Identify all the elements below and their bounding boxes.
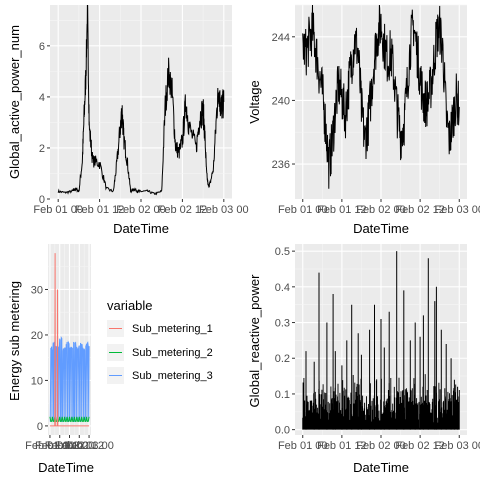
y-tick-label: 0: [37, 421, 43, 433]
y-tick-label: 2: [39, 143, 45, 155]
y-tick-label: 6: [39, 41, 45, 53]
legend-item-sub-metering-1: Sub_metering_1: [107, 320, 213, 337]
x-tick-label: Feb 03 00: [434, 204, 480, 216]
y-tick-label: 0.4: [275, 282, 290, 294]
x-axis-title: DateTime: [353, 460, 409, 475]
y-tick-label: 0.1: [275, 389, 290, 401]
series-lines: [302, 251, 460, 430]
y-tick-labels: 236 240 244: [272, 32, 295, 171]
x-axis-title: DateTime: [353, 221, 409, 236]
x-tick-label: Feb 01 00: [33, 204, 83, 216]
x-tick-label: Feb 02 00: [356, 440, 406, 452]
y-axis-title: Global_active_power_num: [7, 25, 22, 179]
y-tick-label: 4: [39, 92, 45, 104]
x-tick-label: Feb 01 12: [317, 440, 367, 452]
y-tick-labels: 0.0 0.1 0.2 0.3 0.4 0.5: [275, 246, 295, 437]
series-line-sub-metering-1: [49, 253, 90, 427]
x-tick-label: Feb 03 00: [64, 440, 114, 452]
x-tick-label: Feb 03 00: [434, 440, 480, 452]
y-axis-title: Energy sub metering: [7, 281, 22, 401]
legend: variable Sub_metering_1 Sub_metering_2 S…: [107, 298, 213, 384]
y-tick-label: 236: [272, 159, 290, 171]
x-tick-label: Feb 01 12: [317, 204, 367, 216]
reactive-power-spikes: [305, 251, 459, 430]
legend-item-sub-metering-2: Sub_metering_2: [107, 344, 213, 361]
y-tick-label: 30: [31, 284, 43, 296]
y-tick-label: 20: [31, 330, 43, 342]
y-tick-labels: 0 2 4 6: [39, 41, 50, 206]
x-tick-label: Feb 01 12: [75, 204, 125, 216]
series-lines: [302, 5, 460, 189]
legend-label-sub-metering-1: Sub_metering_1: [132, 323, 213, 335]
y-axis-title: Global_reactive_power: [247, 274, 262, 408]
y-axis-title: Voltage: [247, 80, 262, 123]
legend-title: variable: [107, 298, 153, 313]
series-line-voltage: [302, 5, 460, 189]
series-lines: [57, 5, 225, 196]
series-line-sub-metering-3: [49, 335, 90, 422]
x-axis-title: DateTime: [113, 221, 169, 236]
x-tick-label: Feb 02 12: [55, 440, 105, 452]
x-tick-label: Feb 01 12: [35, 440, 85, 452]
y-tick-label: 0.5: [275, 246, 290, 258]
x-tick-label: Feb 01 00: [278, 440, 328, 452]
y-tick-label: 0.0: [275, 425, 290, 437]
legend-item-sub-metering-3: Sub_metering_3: [107, 367, 213, 384]
y-tick-label: 10: [31, 375, 43, 387]
legend-label-sub-metering-2: Sub_metering_2: [132, 347, 213, 359]
series-line-sub-metering-2: [49, 416, 90, 422]
x-tick-label: Feb 02 00: [356, 204, 406, 216]
x-tick-label: Feb 01 00: [25, 440, 75, 452]
x-tick-label: Feb 02 12: [395, 440, 445, 452]
y-tick-labels: 0 10 20 30: [31, 284, 48, 433]
x-tick-label: Feb 02 12: [158, 204, 208, 216]
x-tick-label: Feb 01 00: [278, 204, 328, 216]
y-tick-label: 0.3: [275, 318, 290, 330]
legend-label-sub-metering-3: Sub_metering_3: [132, 370, 213, 382]
y-tick-label: 244: [272, 32, 290, 44]
x-axis-title: DateTime: [38, 460, 94, 475]
y-tick-label: 240: [272, 95, 290, 107]
series-lines: [49, 253, 90, 427]
y-tick-label: 0.2: [275, 353, 290, 365]
x-tick-label: Feb 02 12: [395, 204, 445, 216]
y-tick-label: 0: [39, 194, 45, 206]
series-line-global-active-power: [57, 5, 225, 196]
x-tick-label: Feb 02 00: [116, 204, 166, 216]
x-tick-label: Feb 03 00: [199, 204, 249, 216]
x-tick-label: Feb 02 00: [45, 440, 95, 452]
